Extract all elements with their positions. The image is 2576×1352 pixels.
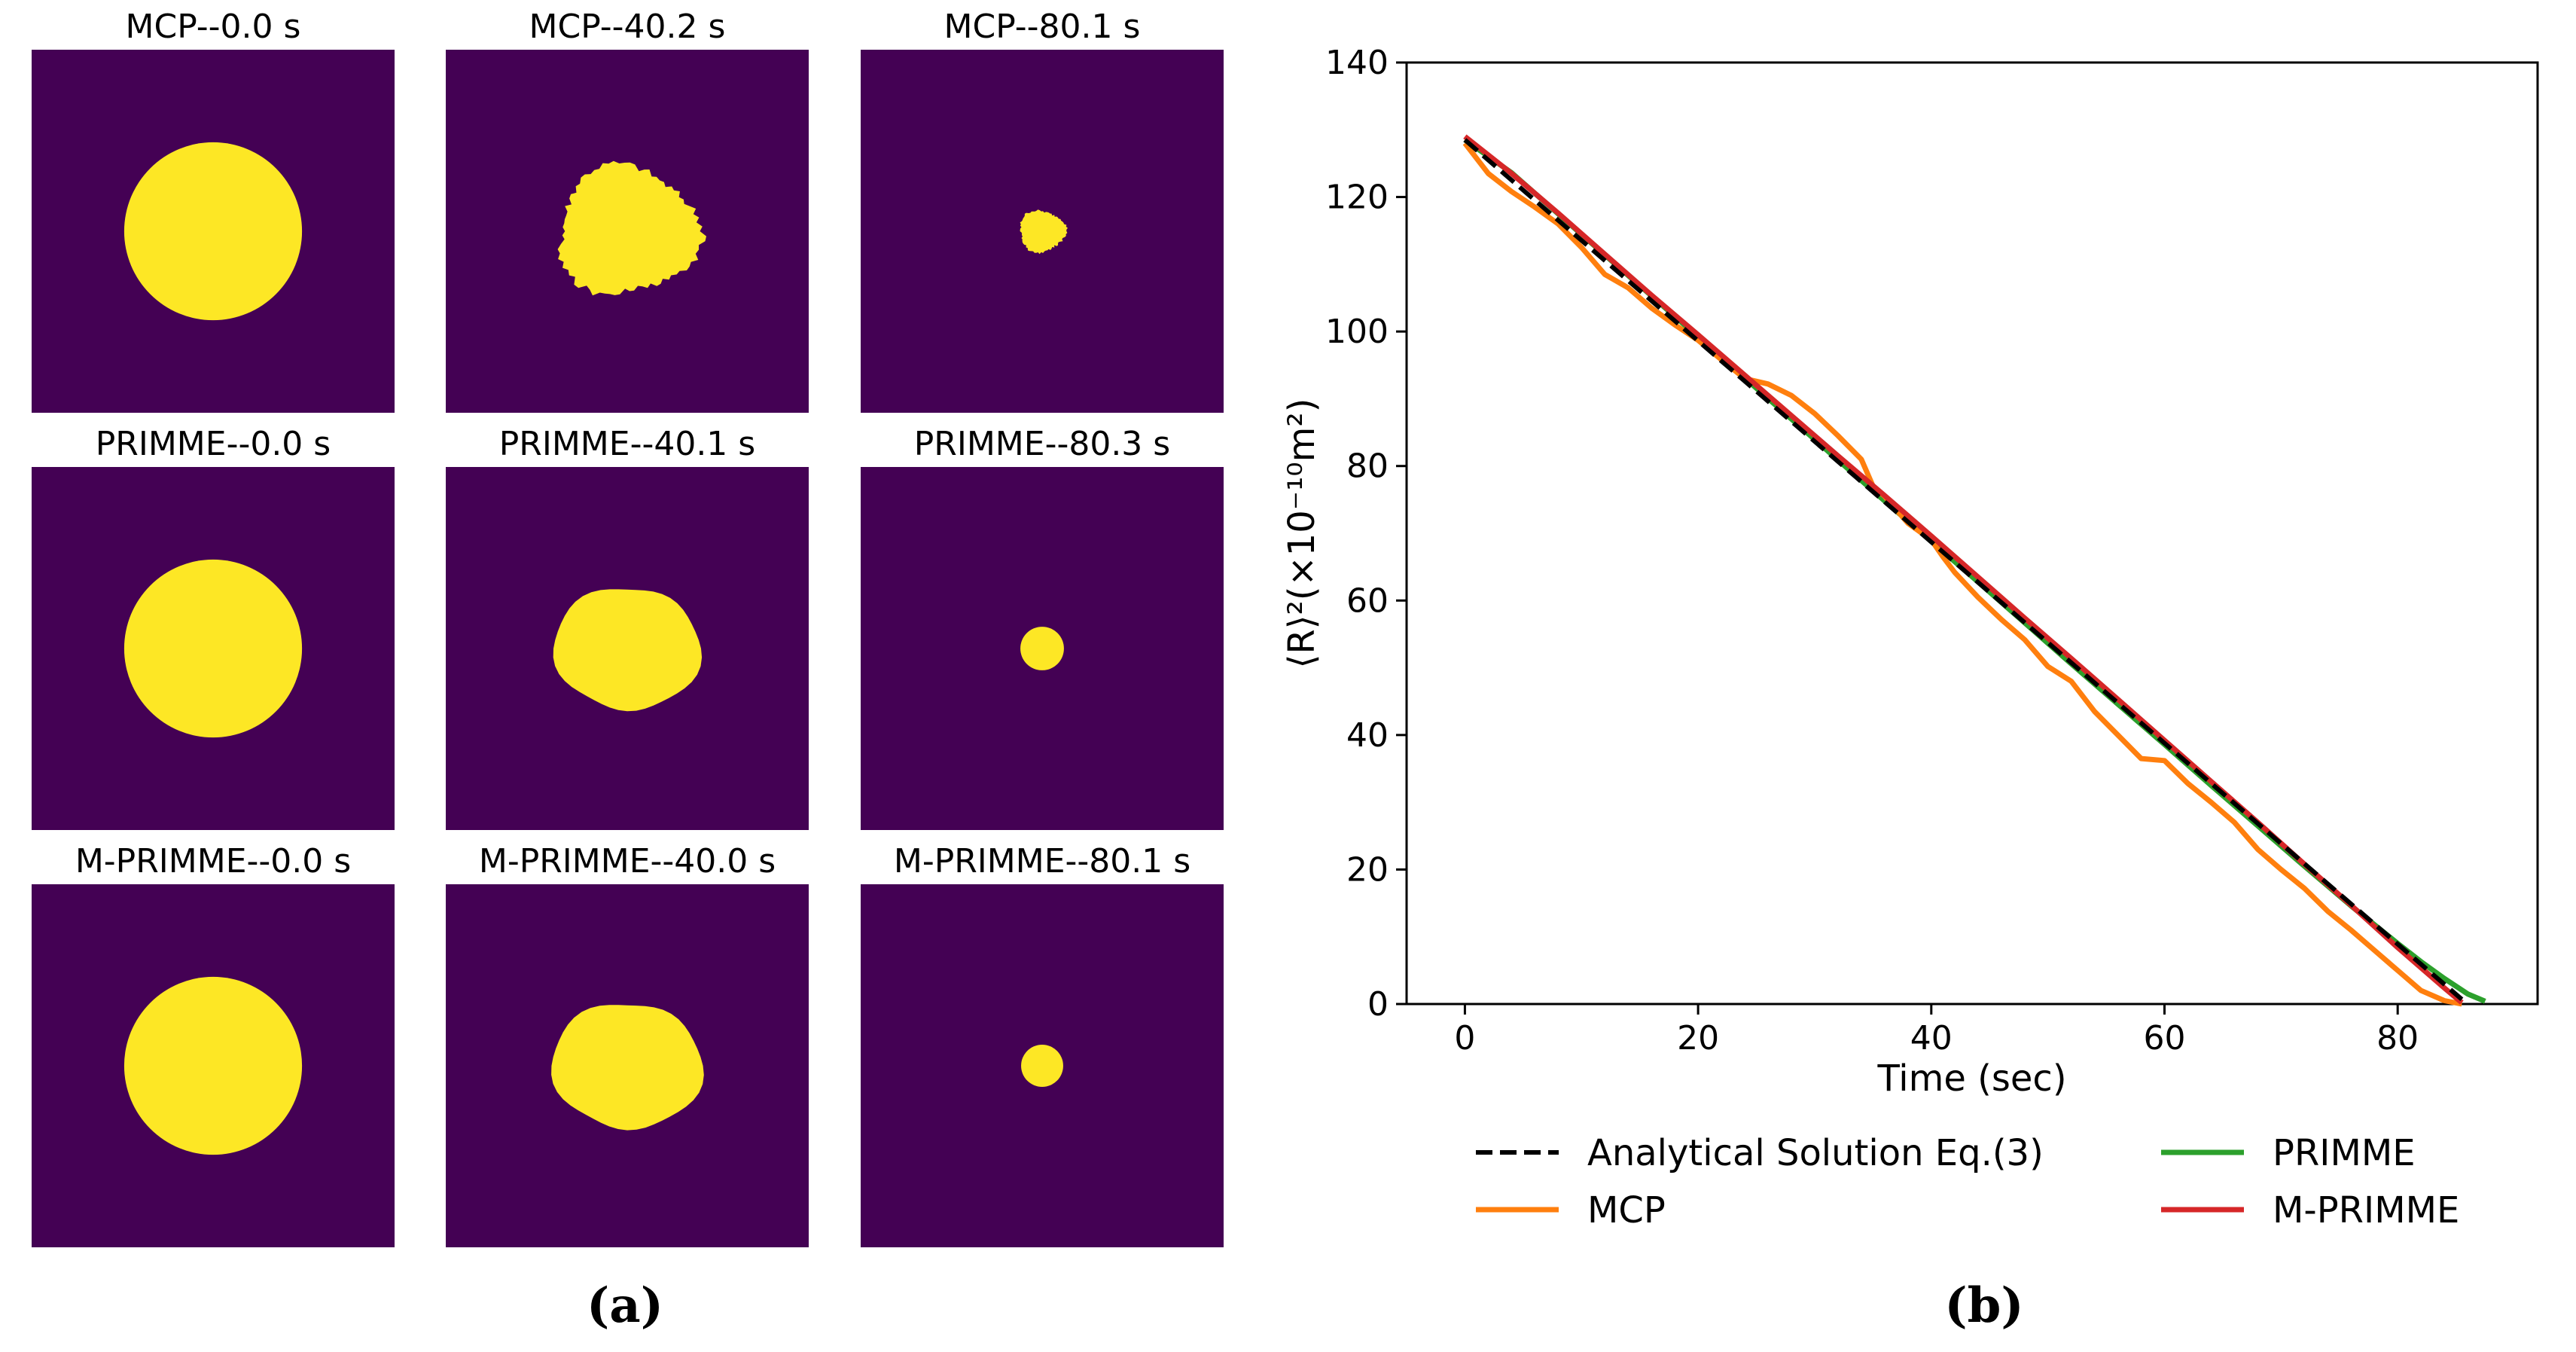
y-tick-label: 20 (1346, 850, 1389, 889)
grain-image-2: MCP--40.2 s (446, 8, 809, 413)
grain-image-title: PRIMME--80.3 s (914, 425, 1170, 463)
x-tick-label: 40 (1910, 1019, 1953, 1057)
series-lines (1462, 134, 2486, 1007)
y-tick-label: 140 (1325, 44, 1389, 82)
grain-image-title: M-PRIMME--80.1 s (894, 842, 1190, 880)
y-tick-label: 60 (1346, 581, 1389, 620)
legend-label: M-PRIMME (2273, 1189, 2459, 1231)
y-axis-ticks: 0 20 40 60 80 100 120 140 (1325, 44, 1407, 1024)
grain (1020, 627, 1064, 670)
grain-image-title: M-PRIMME--40.0 s (479, 842, 776, 880)
grain-image-title: MCP--80.1 s (944, 8, 1141, 46)
x-axis-label: Time (sec) (1876, 1057, 2066, 1100)
panel-a-image-grid: MCP--0.0 s MCP--40.2 s MCP--80.1 s PRIMME--… (32, 8, 1224, 1247)
legend-label: Analytical Solution Eq.(3) (1587, 1132, 2044, 1174)
y-tick-label: 100 (1325, 313, 1389, 351)
y-tick-label: 120 (1325, 179, 1389, 217)
grain-image-title: MCP--40.2 s (529, 8, 726, 46)
x-tick-label: 0 (1454, 1019, 1475, 1057)
grain-image-title: M-PRIMME--0.0 s (75, 842, 351, 880)
series-line-mcp (1462, 141, 2463, 1007)
panel-a-caption: (a) (587, 1277, 663, 1334)
grain-image-7: M-PRIMME--0.0 s (32, 842, 395, 1247)
grain-image-6: PRIMME--80.3 s (861, 425, 1224, 830)
plot-area (1405, 61, 2539, 1006)
grain (123, 976, 303, 1155)
grain-image-title: PRIMME--0.0 s (96, 425, 331, 463)
panel-b-caption: (b) (1944, 1277, 2023, 1334)
grain (123, 559, 303, 738)
series-line-analytical-solution-eq-3 (1463, 138, 2464, 1002)
grain (1021, 1045, 1063, 1087)
grain (557, 160, 706, 296)
grain-image-9: M-PRIMME--80.1 s (861, 842, 1224, 1247)
grain (553, 589, 703, 712)
y-tick-label: 0 (1367, 985, 1389, 1024)
grain-image-title: PRIMME--40.1 s (499, 425, 755, 463)
grain-image-8: M-PRIMME--40.0 s (446, 842, 809, 1247)
y-axis-label: ⟨R⟩²(×10⁻¹⁰m²) (1281, 398, 1323, 669)
x-axis-ticks: 0 20 40 60 80 (1454, 1004, 2419, 1057)
legend-label: MCP (1587, 1189, 1666, 1231)
legend: Analytical Solution Eq.(3) MCP PRIMME M-PRI… (1476, 1132, 2459, 1231)
grain-image-4: PRIMME--0.0 s (32, 425, 395, 830)
y-tick-label: 40 (1346, 716, 1389, 755)
grain (123, 142, 303, 321)
grain-image-3: MCP--80.1 s (861, 8, 1224, 413)
x-tick-label: 20 (1677, 1019, 1719, 1057)
grain-image-1: MCP--0.0 s (32, 8, 395, 413)
grain (1020, 209, 1068, 255)
x-tick-label: 80 (2376, 1019, 2419, 1057)
grain-image-title: MCP--0.0 s (126, 8, 301, 46)
grain (551, 1005, 704, 1131)
grain-image-5: PRIMME--40.1 s (446, 425, 809, 830)
legend-label: PRIMME (2273, 1132, 2416, 1174)
x-tick-label: 60 (2143, 1019, 2185, 1057)
y-tick-label: 80 (1346, 447, 1389, 486)
